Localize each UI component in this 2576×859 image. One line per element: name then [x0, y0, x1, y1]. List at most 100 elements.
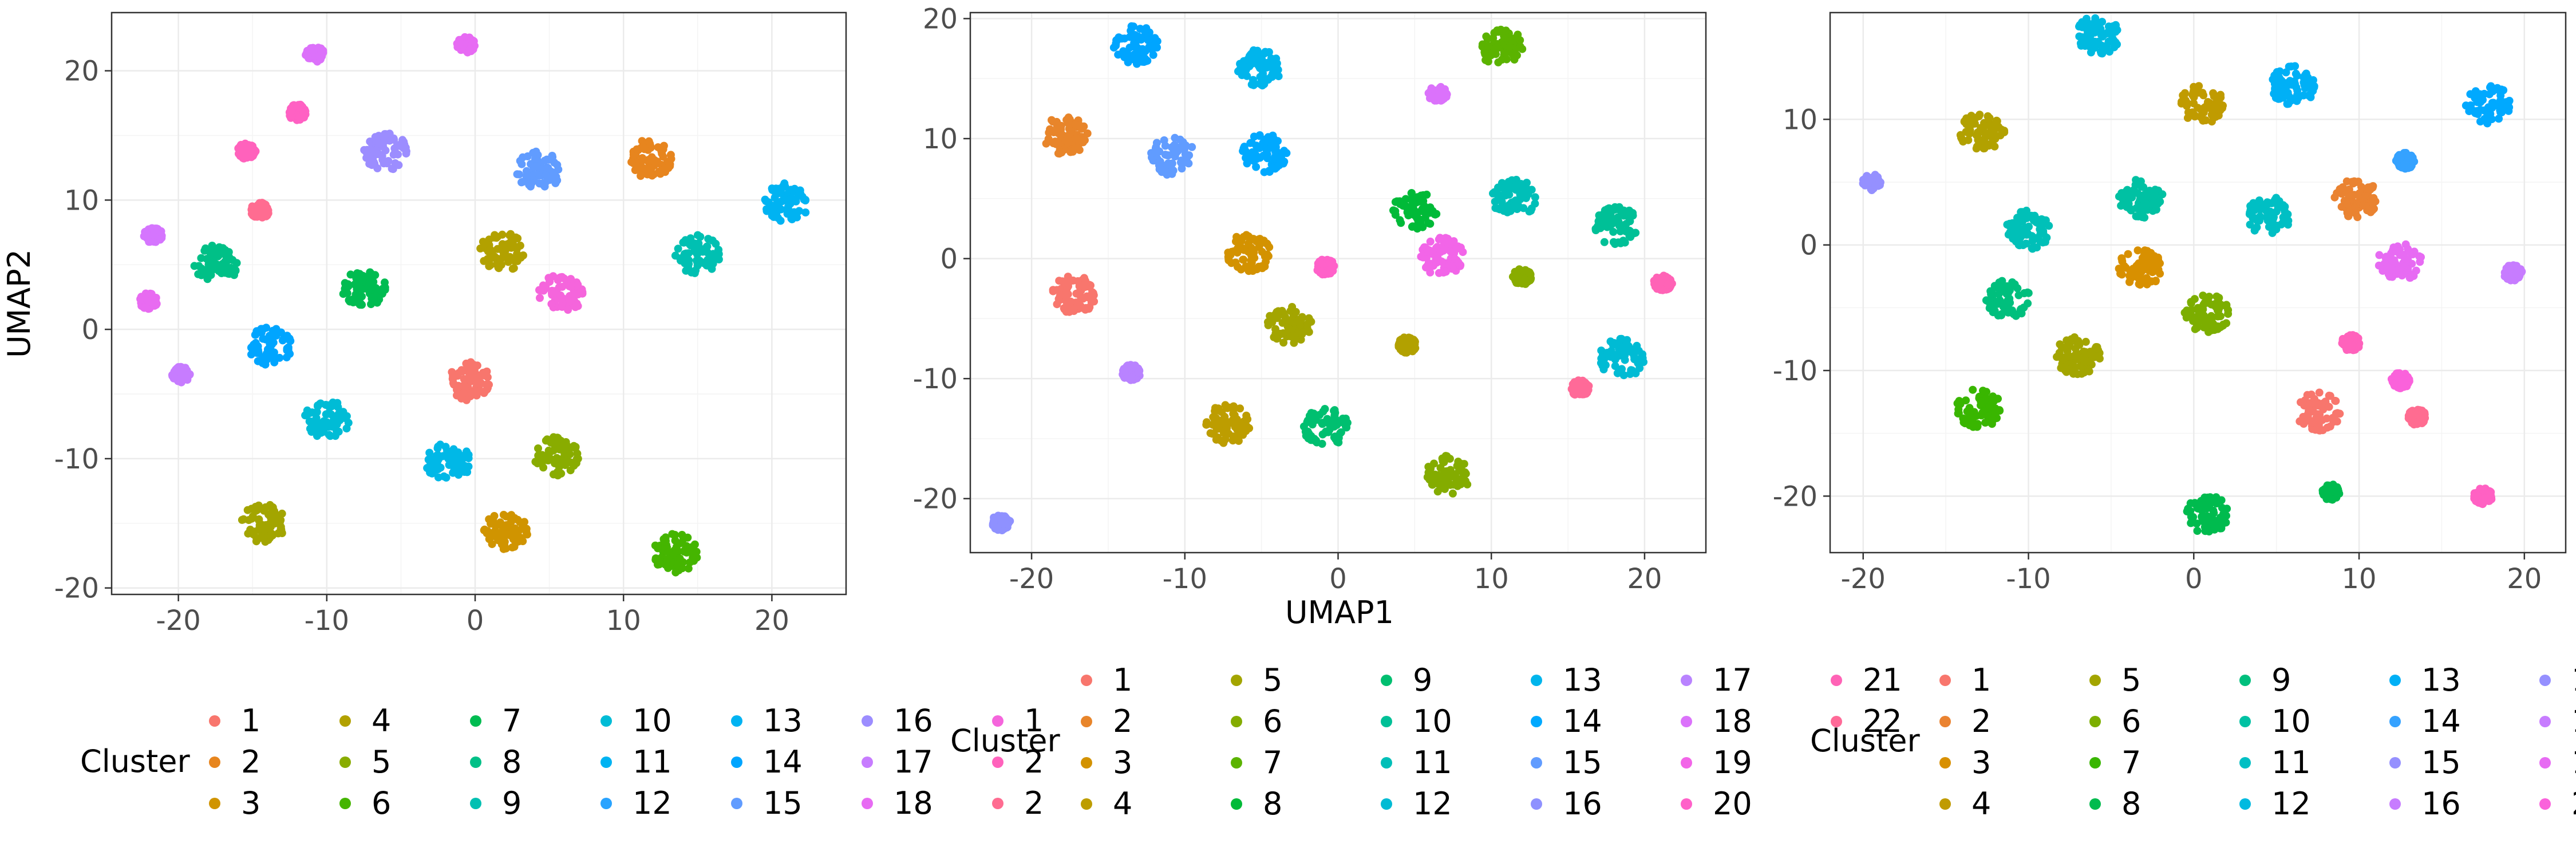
- cluster-point: [2266, 207, 2274, 216]
- cluster-point: [455, 41, 463, 49]
- legend: Cluster123456789101112131415161718192021…: [950, 662, 1902, 822]
- cluster-point: [546, 277, 554, 286]
- cluster-point: [1332, 435, 1340, 443]
- cluster-point: [500, 540, 509, 549]
- cluster-point: [519, 178, 527, 186]
- legend-label: 13: [763, 703, 803, 739]
- cluster-point: [780, 194, 788, 203]
- cluster-point: [2194, 104, 2202, 112]
- cluster-point: [203, 255, 211, 263]
- cluster-point: [2342, 199, 2351, 208]
- legend-label: 4: [1113, 786, 1132, 822]
- cluster-point: [1654, 275, 1663, 284]
- x-tick-label: 20: [1627, 563, 1662, 595]
- cluster-point: [2212, 303, 2221, 311]
- cluster-3: [480, 511, 531, 553]
- cluster-point: [1491, 49, 1499, 57]
- legend-key: [1081, 675, 1092, 686]
- cluster-point: [1315, 257, 1323, 266]
- cluster-point: [458, 464, 467, 473]
- cluster-point: [1597, 354, 1606, 362]
- cluster-point: [1226, 403, 1234, 412]
- cluster-point: [363, 145, 372, 154]
- cluster-point: [513, 234, 522, 243]
- cluster-point: [218, 262, 226, 271]
- cluster-point: [1239, 233, 1248, 241]
- cluster-point: [1063, 133, 1072, 141]
- cluster-point: [667, 155, 675, 163]
- cluster-point: [1248, 246, 1257, 254]
- cluster-point: [495, 264, 503, 273]
- cluster-point: [1246, 50, 1255, 59]
- cluster-12: [1597, 334, 1647, 380]
- cluster-8: [1389, 189, 1441, 233]
- panel-1: -20 -10 0 10 20-20-1001020UMAP2Cluster123456…: [1, 11, 1044, 821]
- cluster-point: [1273, 334, 1282, 343]
- cluster-point: [1330, 422, 1338, 431]
- cluster-point: [251, 204, 259, 213]
- cluster-point: [2488, 98, 2496, 107]
- cluster-point: [434, 473, 442, 482]
- legend-key: [209, 798, 220, 809]
- cluster-point: [465, 369, 474, 377]
- cluster-point: [571, 444, 580, 452]
- cluster-point: [1274, 65, 1282, 74]
- cluster-point: [1123, 49, 1131, 57]
- cluster-point: [250, 527, 259, 536]
- cluster-point: [1573, 388, 1582, 397]
- cluster-point: [1003, 520, 1012, 529]
- cluster-point: [633, 163, 642, 171]
- cluster-point: [197, 265, 206, 273]
- cluster-point: [1252, 163, 1261, 171]
- legend-label: 16: [894, 703, 933, 739]
- cluster-point: [574, 290, 582, 298]
- cluster-point: [556, 273, 565, 282]
- cluster-point: [1280, 157, 1289, 166]
- cluster-point: [1508, 273, 1517, 281]
- cluster-point: [456, 451, 465, 460]
- cluster-point: [2471, 93, 2479, 102]
- cluster-point: [2371, 197, 2380, 206]
- cluster-point: [398, 136, 407, 144]
- cluster-point: [1188, 143, 1196, 151]
- cluster-point: [488, 254, 496, 262]
- cluster-point: [258, 353, 267, 361]
- cluster-point: [1441, 267, 1450, 276]
- cluster-point: [2349, 179, 2357, 188]
- cluster-point: [1994, 395, 2002, 403]
- cluster-point: [534, 444, 542, 452]
- cluster-point: [1988, 420, 1996, 428]
- cluster-point: [1619, 371, 1628, 380]
- legend-label: 1: [1113, 662, 1132, 698]
- cluster-point: [2013, 284, 2022, 293]
- cluster-point: [1617, 348, 1625, 356]
- cluster-point: [1494, 58, 1503, 66]
- cluster-point: [2309, 83, 2317, 92]
- cluster-point: [1313, 438, 1321, 447]
- cluster-point: [1439, 92, 1448, 101]
- cluster-23: [1567, 376, 1593, 399]
- cluster-point: [2211, 495, 2220, 503]
- cluster-point: [2270, 223, 2279, 231]
- cluster-point: [2181, 97, 2190, 105]
- cluster-point: [1049, 286, 1057, 294]
- cluster-point: [509, 528, 517, 537]
- cluster-point: [185, 370, 194, 379]
- cluster-point: [2022, 239, 2030, 248]
- cluster-point: [1169, 166, 1178, 175]
- cluster-point: [685, 240, 694, 249]
- cluster-point: [449, 468, 457, 477]
- legend-title: Cluster: [80, 743, 190, 779]
- cluster-point: [2275, 94, 2284, 103]
- cluster-point: [1274, 307, 1282, 316]
- legend-label: 5: [1263, 662, 1282, 698]
- cluster-point: [1411, 344, 1420, 352]
- cluster-point: [203, 246, 212, 254]
- cluster-point: [2039, 227, 2048, 235]
- cluster-point: [1255, 243, 1263, 251]
- cluster-point: [1638, 350, 1647, 358]
- cluster-point: [651, 158, 659, 167]
- legend-label: 1: [241, 703, 260, 739]
- cluster-point: [553, 176, 562, 184]
- cluster-point: [2200, 106, 2208, 115]
